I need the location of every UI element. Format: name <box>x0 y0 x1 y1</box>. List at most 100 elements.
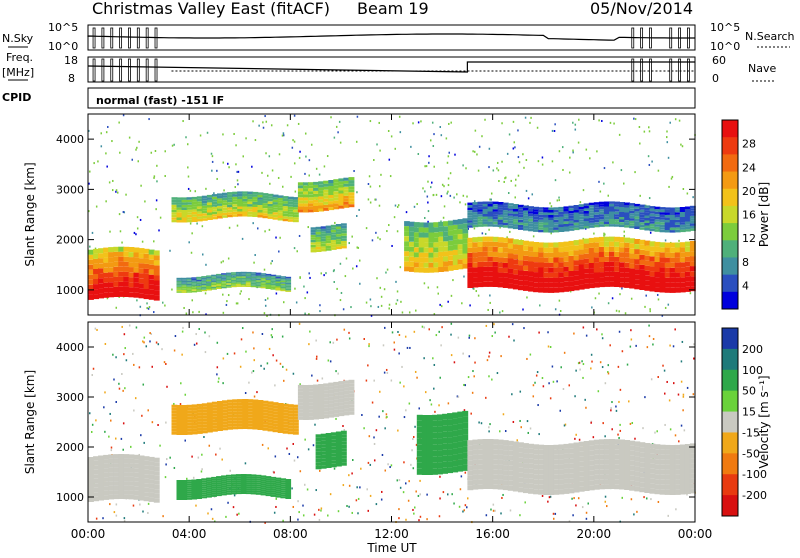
noise-point <box>606 505 608 508</box>
band-cell <box>206 479 212 482</box>
band-cell <box>330 432 337 436</box>
band-cell <box>262 424 269 428</box>
band-cell <box>603 276 610 282</box>
band-cell <box>181 426 188 429</box>
band-cell <box>232 411 239 415</box>
noise-point <box>585 334 588 337</box>
noise-point <box>423 357 425 360</box>
noise-point <box>485 514 488 517</box>
band-cell <box>201 415 208 419</box>
band-cell <box>310 249 317 253</box>
noise-point <box>439 303 441 306</box>
band-cell <box>181 282 188 284</box>
band-cell <box>267 196 274 199</box>
noise-point <box>514 146 516 149</box>
band-cell <box>533 287 539 293</box>
band-cell <box>240 490 247 492</box>
band-cell <box>328 180 335 183</box>
band-cell <box>201 289 207 292</box>
band-cell <box>598 267 605 273</box>
band-cell <box>103 247 110 253</box>
band-cell <box>275 283 282 285</box>
band-cell <box>467 237 474 243</box>
band-cell <box>201 484 207 487</box>
band-cell <box>462 464 469 471</box>
noise-point <box>652 337 655 340</box>
noise-point <box>385 413 388 416</box>
band-cell <box>684 214 691 217</box>
figure-title: Christmas Valley East (fitACF) <box>92 0 330 18</box>
freq-bar <box>101 58 105 82</box>
band-cell <box>245 488 252 491</box>
x-tick-label: 12:00 <box>374 527 409 541</box>
band-cell <box>297 384 304 389</box>
band-cell <box>598 262 605 267</box>
band-cell <box>462 243 469 249</box>
band-cell <box>588 217 595 221</box>
band-cell <box>171 410 178 414</box>
band-cell <box>176 423 183 426</box>
band-cell <box>186 410 193 414</box>
band-cell <box>644 463 651 468</box>
band-cell <box>418 237 425 243</box>
noise-point <box>472 150 474 153</box>
noise-point <box>399 131 402 134</box>
band-cell <box>242 402 249 405</box>
band-cell <box>659 454 666 460</box>
band-cell <box>237 399 244 403</box>
noise-point <box>204 351 207 354</box>
noise-point <box>686 192 689 195</box>
noise-point <box>351 235 353 238</box>
noise-point <box>645 294 647 297</box>
band-cell <box>348 383 355 387</box>
band-cell <box>277 200 284 203</box>
band-cell <box>343 201 350 205</box>
band-cell <box>297 182 304 186</box>
x-axis-label: Time UT <box>366 541 417 554</box>
noise-point <box>298 234 301 237</box>
band-cell <box>467 212 474 216</box>
band-cell <box>181 217 188 220</box>
band-cell <box>330 242 337 245</box>
noise-point <box>497 169 500 172</box>
noise-point <box>110 446 113 449</box>
band-cell <box>659 257 666 263</box>
band-cell <box>232 204 239 207</box>
band-cell <box>196 278 202 280</box>
band-cell <box>634 249 641 255</box>
noise-point <box>264 304 267 307</box>
band-cell <box>287 206 294 210</box>
band-cell <box>472 247 479 253</box>
band-cell <box>216 484 222 487</box>
band-cell <box>684 266 691 272</box>
band-cell <box>634 208 641 212</box>
band-cell <box>649 483 656 489</box>
noise-point <box>214 520 216 523</box>
noise-point <box>245 137 247 140</box>
noise-point <box>524 116 527 119</box>
band-cell <box>634 279 641 285</box>
band-cell <box>477 449 484 455</box>
band-cell <box>639 244 646 250</box>
band-cell <box>176 279 183 281</box>
band-cell <box>323 414 330 419</box>
band-cell <box>217 425 223 428</box>
band-cell <box>558 469 565 475</box>
noise-point <box>125 359 128 362</box>
band-cell <box>467 252 474 258</box>
band-cell <box>679 212 686 215</box>
band-cell <box>553 287 560 293</box>
noise-point <box>498 180 500 183</box>
band-cell <box>328 400 335 404</box>
band-cell <box>573 210 580 213</box>
band-cell <box>462 248 469 254</box>
band-cell <box>533 211 539 215</box>
band-cell <box>231 276 237 279</box>
band-cell <box>262 203 269 206</box>
band-cell <box>507 215 514 219</box>
band-cell <box>497 202 504 205</box>
noise-point <box>191 299 194 302</box>
band-cell <box>252 402 259 406</box>
band-cell <box>221 286 227 289</box>
